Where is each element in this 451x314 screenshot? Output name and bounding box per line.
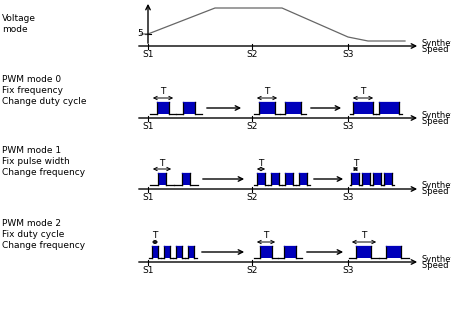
Bar (373, 173, 381, 185)
Text: T: T (160, 88, 166, 96)
Bar (257, 173, 264, 185)
Text: Speed (pps): Speed (pps) (421, 116, 451, 126)
Text: T: T (258, 159, 263, 167)
Text: S2: S2 (246, 193, 257, 202)
Bar (283, 246, 295, 258)
Bar (175, 246, 182, 258)
Text: T: T (360, 231, 366, 241)
Bar (259, 246, 272, 258)
Text: PWM mode 2
Fix duty cycle
Change frequency: PWM mode 2 Fix duty cycle Change frequen… (2, 219, 85, 250)
Text: S1: S1 (142, 122, 153, 131)
Bar (362, 173, 370, 185)
Text: S3: S3 (341, 266, 353, 275)
Text: S3: S3 (341, 50, 353, 59)
Bar (351, 173, 359, 185)
Text: 5: 5 (137, 30, 143, 39)
Text: Speed (pps): Speed (pps) (421, 261, 451, 269)
Text: S1: S1 (142, 50, 153, 59)
Text: S2: S2 (246, 122, 257, 131)
Bar (158, 173, 166, 185)
Bar (271, 173, 278, 185)
Bar (299, 173, 306, 185)
Bar (188, 246, 193, 258)
Text: S2: S2 (246, 266, 257, 275)
Text: Speed (pps): Speed (pps) (421, 45, 451, 53)
Bar (152, 246, 158, 258)
Bar (378, 102, 398, 114)
Text: Synthetic: Synthetic (421, 39, 451, 47)
Text: Synthetic: Synthetic (421, 181, 451, 191)
Text: T: T (264, 88, 269, 96)
Bar (356, 246, 371, 258)
Text: T: T (352, 159, 357, 167)
Bar (285, 173, 292, 185)
Bar (285, 102, 300, 114)
Text: Voltage
mode: Voltage mode (2, 14, 36, 34)
Text: T: T (152, 231, 157, 241)
Text: S1: S1 (142, 266, 153, 275)
Text: S3: S3 (341, 122, 353, 131)
Text: Speed (pps): Speed (pps) (421, 187, 451, 197)
Bar (352, 102, 373, 114)
Bar (157, 102, 169, 114)
Bar (386, 246, 400, 258)
Text: Synthetic: Synthetic (421, 111, 451, 120)
Bar (258, 102, 274, 114)
Text: S2: S2 (246, 50, 257, 59)
Text: PWM mode 0
Fix frequency
Change duty cycle: PWM mode 0 Fix frequency Change duty cyc… (2, 75, 86, 106)
Text: S3: S3 (341, 193, 353, 202)
Text: Synthetic: Synthetic (421, 255, 451, 263)
Bar (182, 173, 189, 185)
Bar (384, 173, 391, 185)
Text: T: T (359, 88, 365, 96)
Bar (183, 102, 194, 114)
Text: T: T (159, 159, 164, 167)
Text: S1: S1 (142, 193, 153, 202)
Text: T: T (263, 231, 268, 241)
Bar (164, 246, 170, 258)
Text: PWM mode 1
Fix pulse width
Change frequency: PWM mode 1 Fix pulse width Change freque… (2, 146, 85, 177)
